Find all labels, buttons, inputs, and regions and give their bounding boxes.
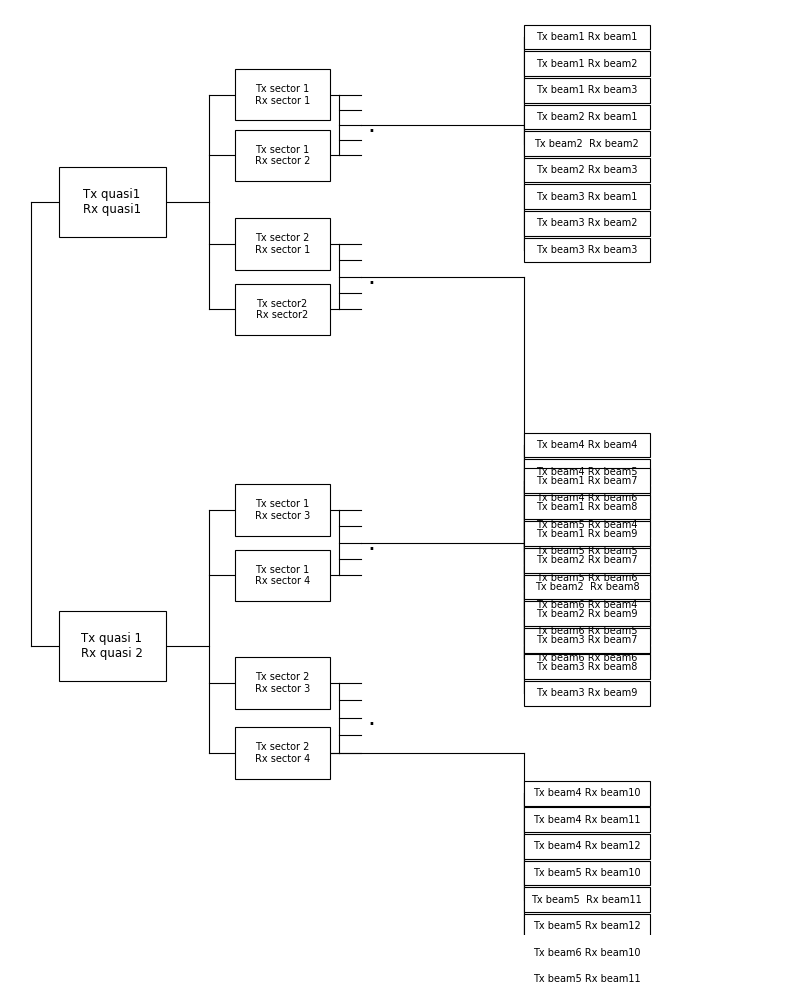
Text: Tx beam5 Rx beam4: Tx beam5 Rx beam4 xyxy=(536,520,638,530)
Text: Tx beam1 Rx beam9: Tx beam1 Rx beam9 xyxy=(536,529,638,539)
FancyBboxPatch shape xyxy=(523,238,650,262)
Text: Tx beam2 Rx beam3: Tx beam2 Rx beam3 xyxy=(536,165,638,175)
FancyBboxPatch shape xyxy=(523,807,650,832)
FancyBboxPatch shape xyxy=(523,940,650,965)
Text: Tx beam6 Rx beam6: Tx beam6 Rx beam6 xyxy=(536,653,638,663)
FancyBboxPatch shape xyxy=(523,619,650,644)
FancyBboxPatch shape xyxy=(523,105,650,129)
FancyBboxPatch shape xyxy=(523,78,650,103)
Text: Tx beam5 Rx beam5: Tx beam5 Rx beam5 xyxy=(536,546,638,556)
Text: Tx beam3 Rx beam2: Tx beam3 Rx beam2 xyxy=(536,218,638,228)
FancyBboxPatch shape xyxy=(523,681,650,706)
Text: Tx beam5  Rx beam11: Tx beam5 Rx beam11 xyxy=(531,895,642,905)
FancyBboxPatch shape xyxy=(523,887,650,912)
FancyBboxPatch shape xyxy=(235,69,330,120)
Text: Tx beam4 Rx beam4: Tx beam4 Rx beam4 xyxy=(536,440,638,450)
Text: Tx beam2  Rx beam2: Tx beam2 Rx beam2 xyxy=(534,139,639,149)
Text: Tx beam3 Rx beam3: Tx beam3 Rx beam3 xyxy=(536,245,638,255)
FancyBboxPatch shape xyxy=(523,967,650,992)
Text: Tx quasi1
Rx quasi1: Tx quasi1 Rx quasi1 xyxy=(83,188,141,216)
FancyBboxPatch shape xyxy=(523,51,650,76)
FancyBboxPatch shape xyxy=(235,657,330,709)
Text: Tx beam5 Rx beam10: Tx beam5 Rx beam10 xyxy=(533,868,641,878)
FancyBboxPatch shape xyxy=(523,914,650,939)
Text: Tx beam5 Rx beam12: Tx beam5 Rx beam12 xyxy=(533,921,641,931)
Text: Tx beam4 Rx beam12: Tx beam4 Rx beam12 xyxy=(533,841,641,851)
Text: Tx beam1 Rx beam7: Tx beam1 Rx beam7 xyxy=(536,476,638,486)
Text: Tx sector 2
Rx sector 4: Tx sector 2 Rx sector 4 xyxy=(255,742,310,764)
Text: Tx beam2  Rx beam8: Tx beam2 Rx beam8 xyxy=(534,582,639,592)
Text: Tx beam3 Rx beam1: Tx beam3 Rx beam1 xyxy=(536,192,638,202)
Text: Tx sector 1
Rx sector 4: Tx sector 1 Rx sector 4 xyxy=(255,565,310,586)
FancyBboxPatch shape xyxy=(59,611,166,681)
Text: Tx beam1 Rx beam1: Tx beam1 Rx beam1 xyxy=(536,32,638,42)
Text: Tx beam4 Rx beam6: Tx beam4 Rx beam6 xyxy=(536,493,638,503)
Text: Tx beam2 Rx beam1: Tx beam2 Rx beam1 xyxy=(536,112,638,122)
FancyBboxPatch shape xyxy=(523,459,650,484)
FancyBboxPatch shape xyxy=(523,861,650,885)
FancyBboxPatch shape xyxy=(523,994,650,1000)
Text: Tx beam3 Rx beam8: Tx beam3 Rx beam8 xyxy=(536,662,638,672)
FancyBboxPatch shape xyxy=(523,601,650,626)
FancyBboxPatch shape xyxy=(523,548,650,573)
Text: Tx beam5 Rx beam6: Tx beam5 Rx beam6 xyxy=(536,573,638,583)
FancyBboxPatch shape xyxy=(523,834,650,859)
Text: Tx sector 2
Rx sector 1: Tx sector 2 Rx sector 1 xyxy=(255,233,310,255)
FancyBboxPatch shape xyxy=(523,654,650,679)
Text: Tx beam1 Rx beam2: Tx beam1 Rx beam2 xyxy=(536,59,638,69)
FancyBboxPatch shape xyxy=(523,646,650,670)
Text: Tx beam6 Rx beam10: Tx beam6 Rx beam10 xyxy=(533,948,641,958)
Text: Tx beam2 Rx beam9: Tx beam2 Rx beam9 xyxy=(536,609,638,619)
FancyBboxPatch shape xyxy=(523,781,650,806)
Text: Tx quasi 1
Rx quasi 2: Tx quasi 1 Rx quasi 2 xyxy=(81,632,143,660)
FancyBboxPatch shape xyxy=(235,218,330,270)
FancyBboxPatch shape xyxy=(523,486,650,511)
FancyBboxPatch shape xyxy=(235,284,330,335)
FancyBboxPatch shape xyxy=(59,167,166,237)
FancyBboxPatch shape xyxy=(523,539,650,564)
Text: Tx beam2 Rx beam7: Tx beam2 Rx beam7 xyxy=(536,555,638,565)
Text: Tx beam3 Rx beam7: Tx beam3 Rx beam7 xyxy=(536,635,638,645)
FancyBboxPatch shape xyxy=(523,433,650,457)
FancyBboxPatch shape xyxy=(235,484,330,536)
FancyBboxPatch shape xyxy=(523,158,650,182)
Text: Tx sector 1
Rx sector 2: Tx sector 1 Rx sector 2 xyxy=(255,145,310,166)
Text: Tx sector2
Rx sector2: Tx sector2 Rx sector2 xyxy=(256,299,308,320)
FancyBboxPatch shape xyxy=(523,512,650,537)
FancyBboxPatch shape xyxy=(235,727,330,779)
Text: Tx beam4 Rx beam10: Tx beam4 Rx beam10 xyxy=(533,788,641,798)
FancyBboxPatch shape xyxy=(523,184,650,209)
Text: Tx sector 1
Rx sector 3: Tx sector 1 Rx sector 3 xyxy=(255,499,310,521)
FancyBboxPatch shape xyxy=(523,131,650,156)
Text: Tx sector 2
Rx sector 3: Tx sector 2 Rx sector 3 xyxy=(255,672,310,694)
Text: Tx beam6 Rx beam4: Tx beam6 Rx beam4 xyxy=(536,600,638,610)
FancyBboxPatch shape xyxy=(523,25,650,49)
Text: Tx beam1 Rx beam3: Tx beam1 Rx beam3 xyxy=(536,85,638,95)
FancyBboxPatch shape xyxy=(523,592,650,617)
Text: .: . xyxy=(367,706,375,730)
Text: Tx beam4 Rx beam11: Tx beam4 Rx beam11 xyxy=(533,815,641,825)
FancyBboxPatch shape xyxy=(235,550,330,601)
Text: Tx beam6 Rx beam5: Tx beam6 Rx beam5 xyxy=(536,626,638,636)
FancyBboxPatch shape xyxy=(523,566,650,590)
FancyBboxPatch shape xyxy=(523,521,650,546)
FancyBboxPatch shape xyxy=(523,575,650,599)
FancyBboxPatch shape xyxy=(523,211,650,236)
FancyBboxPatch shape xyxy=(235,130,330,181)
FancyBboxPatch shape xyxy=(523,628,650,653)
Text: .: . xyxy=(367,531,375,555)
Text: Tx beam3 Rx beam9: Tx beam3 Rx beam9 xyxy=(536,688,638,698)
Text: Tx beam4 Rx beam5: Tx beam4 Rx beam5 xyxy=(536,467,638,477)
FancyBboxPatch shape xyxy=(523,468,650,493)
FancyBboxPatch shape xyxy=(523,495,650,519)
Text: .: . xyxy=(367,113,375,137)
Text: .: . xyxy=(367,265,375,289)
Text: Tx beam5 Rx beam11: Tx beam5 Rx beam11 xyxy=(533,974,641,984)
Text: Tx sector 1
Rx sector 1: Tx sector 1 Rx sector 1 xyxy=(255,84,310,106)
Text: Tx beam1 Rx beam8: Tx beam1 Rx beam8 xyxy=(536,502,638,512)
